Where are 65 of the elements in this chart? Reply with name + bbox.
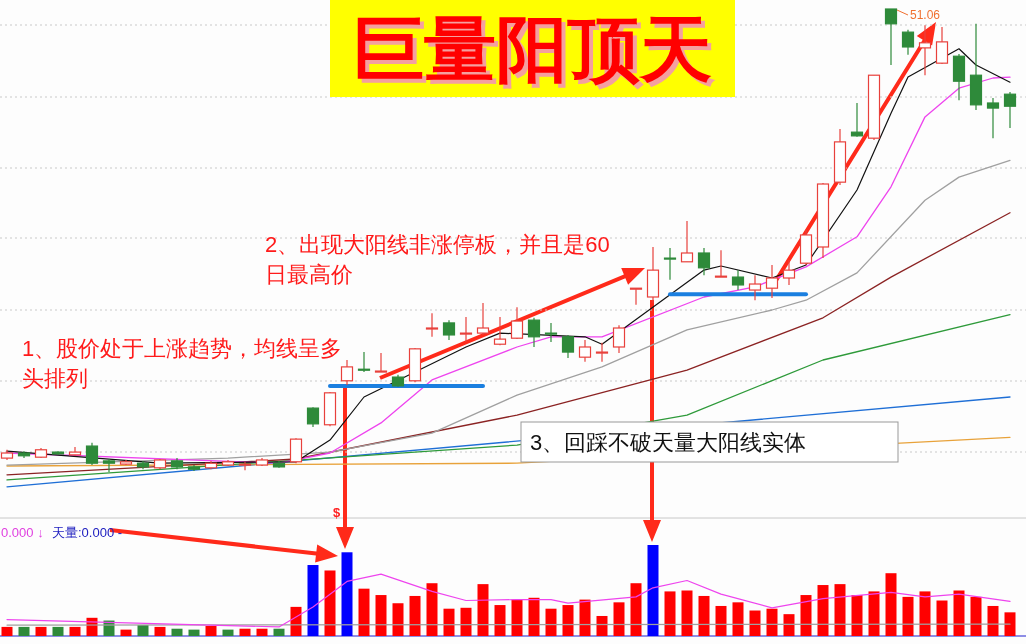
bar [851,595,863,636]
bar [647,545,659,636]
bar [936,600,948,636]
bar [613,602,625,636]
bar [596,615,608,636]
bar [290,606,302,636]
annotation: 2、出现大阳线非涨停板，并且是60日最高价 [265,232,610,287]
bar [154,626,166,636]
bar [409,595,421,636]
bar [188,629,200,636]
bar [205,625,217,636]
bar [817,585,829,636]
bar [256,628,268,636]
bar [545,608,557,636]
bar [273,628,285,636]
bar [528,597,540,636]
bar [477,584,489,636]
bar [307,565,319,636]
bar [120,629,132,636]
bar [749,610,761,636]
bar [69,626,81,636]
bar [137,625,149,636]
bar [222,629,234,636]
bar [341,552,353,636]
bar [35,626,47,636]
bar [1004,612,1016,636]
text: 天量:0.000 - [52,525,123,540]
bar [885,573,897,636]
bar [562,605,574,636]
bar [783,614,795,636]
annotation: 3、回踩不破天量大阳线实体 [530,430,807,455]
bar [18,626,30,636]
bar [868,591,880,636]
bar [987,605,999,636]
bar [239,628,251,636]
bar [375,595,387,636]
bar [664,591,676,636]
annotation: 51.06 [910,8,941,22]
bar [919,591,931,636]
bar [800,595,812,636]
text: $ [333,505,341,520]
bar [953,590,965,636]
bar [681,590,693,636]
bar [766,608,778,636]
bar [970,596,982,636]
bar [392,603,404,636]
bar [732,602,744,636]
bar [171,628,183,636]
bar [834,584,846,636]
text: 0.000 ↓ [1,525,44,540]
bar [52,626,64,636]
bar [630,583,642,636]
bar [698,595,710,636]
bar [579,599,591,636]
bar [1,626,13,636]
bar [460,607,472,636]
bar [715,605,727,636]
bar [494,605,506,636]
bar [358,588,370,636]
annotation: 1、股价处于上涨趋势，均线呈多头排列 [22,336,343,391]
bar [324,570,336,636]
bar [443,608,455,636]
bar [426,583,438,636]
bar [511,599,523,636]
bar [902,596,914,636]
